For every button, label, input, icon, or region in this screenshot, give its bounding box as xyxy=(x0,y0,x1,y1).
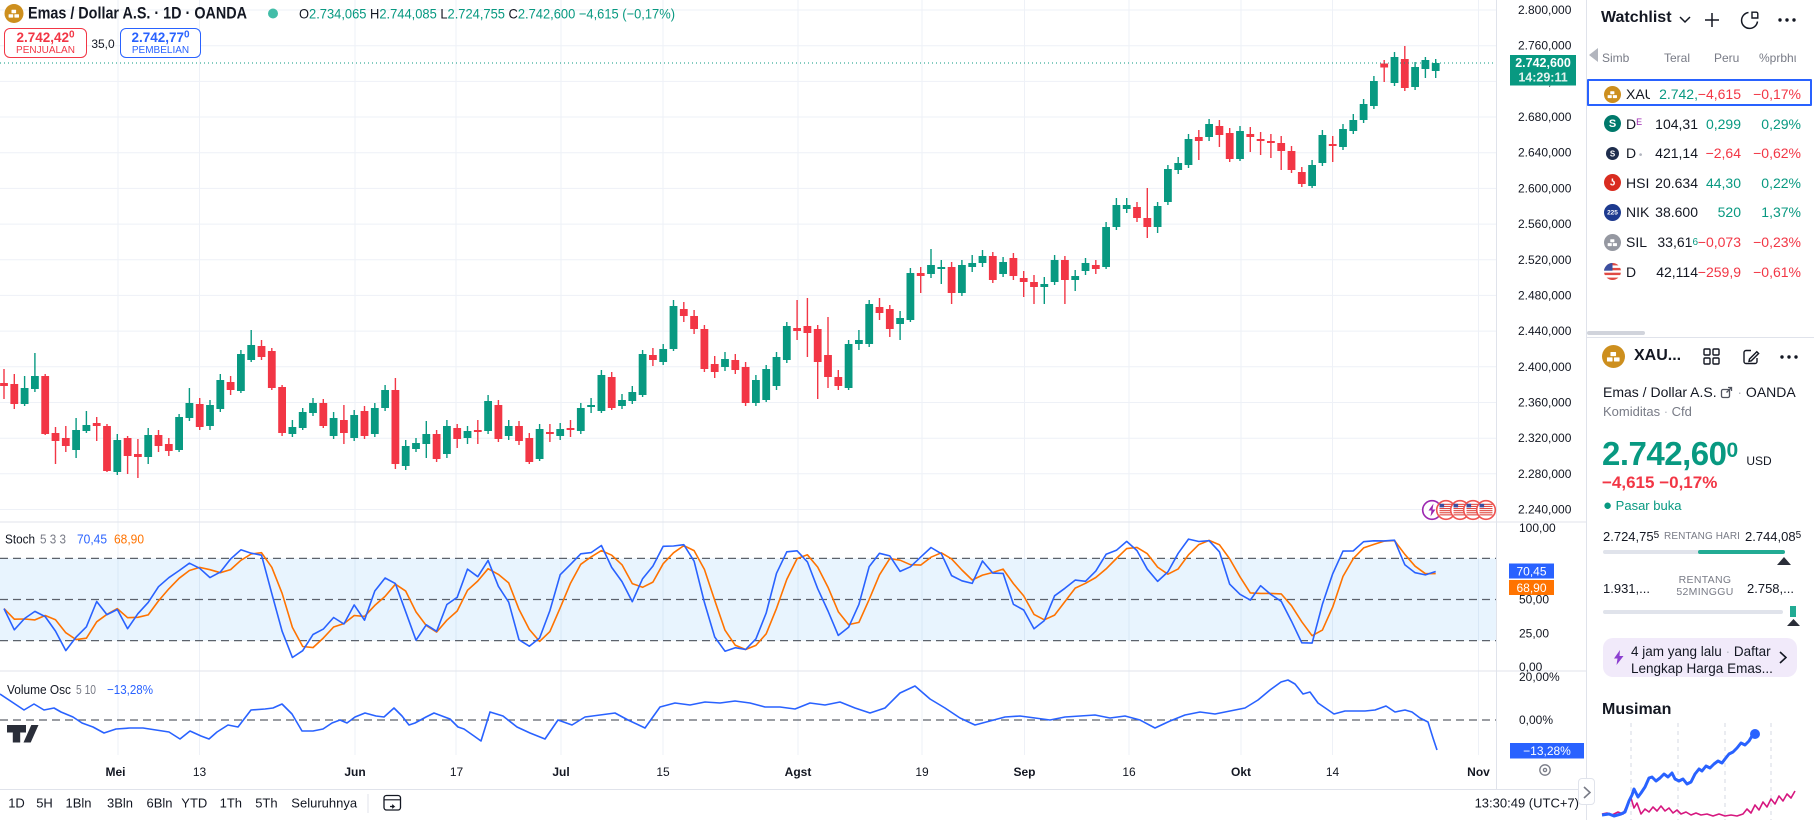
svg-text:13:30:49 (UTC+7): 13:30:49 (UTC+7) xyxy=(1475,796,1579,811)
svg-text:2.742,770: 2.742,770 xyxy=(131,29,190,45)
svg-text:70,45: 70,45 xyxy=(1516,564,1546,578)
svg-text:15: 15 xyxy=(656,765,670,779)
svg-text:PENJUALAN: PENJUALAN xyxy=(16,45,75,56)
svg-text:O2.734,065 H2.744,085 L2.724,7: O2.734,065 H2.744,085 L2.724,755 C2.742,… xyxy=(299,6,675,22)
svg-text:Agst: Agst xyxy=(785,765,812,779)
svg-text:2.360,000: 2.360,000 xyxy=(1518,395,1572,409)
svg-text:1Th: 1Th xyxy=(220,796,242,811)
svg-text:−13,28%: −13,28% xyxy=(107,682,153,697)
svg-text:2.280,000: 2.280,000 xyxy=(1518,467,1572,481)
svg-text:5H: 5H xyxy=(36,796,53,811)
svg-text:Seluruhnya: Seluruhnya xyxy=(291,796,358,811)
svg-text:2.800,000: 2.800,000 xyxy=(1518,3,1572,17)
svg-text:70,45: 70,45 xyxy=(77,532,107,547)
svg-text:S: S xyxy=(1609,149,1615,158)
svg-text:5 10: 5 10 xyxy=(76,682,96,697)
svg-text:17: 17 xyxy=(450,765,464,779)
svg-text:25,00: 25,00 xyxy=(1519,627,1549,641)
svg-text:2.320,000: 2.320,000 xyxy=(1518,431,1572,445)
svg-text:20,00%: 20,00% xyxy=(1519,670,1560,684)
svg-text:16: 16 xyxy=(1122,765,1136,779)
svg-text:19: 19 xyxy=(915,765,929,779)
svg-text:YTD: YTD xyxy=(181,796,207,811)
svg-text:68,90: 68,90 xyxy=(1516,581,1546,595)
svg-text:Jul: Jul xyxy=(552,765,569,779)
svg-text:2.640,000: 2.640,000 xyxy=(1518,146,1572,160)
svg-text:2.440,000: 2.440,000 xyxy=(1518,324,1572,338)
svg-text:2.480,000: 2.480,000 xyxy=(1518,288,1572,302)
svg-text:13: 13 xyxy=(193,765,207,779)
svg-text:Stoch: Stoch xyxy=(5,532,35,547)
svg-text:2.680,000: 2.680,000 xyxy=(1518,110,1572,124)
svg-text:14:29:11: 14:29:11 xyxy=(1518,71,1567,85)
svg-text:Jun: Jun xyxy=(344,765,365,779)
svg-text:5Th: 5Th xyxy=(255,796,277,811)
svg-text:35,0: 35,0 xyxy=(91,37,115,51)
svg-text:PEMBELIAN: PEMBELIAN xyxy=(132,45,189,56)
svg-text:Emas / Dollar A.S. · 1D · OAND: Emas / Dollar A.S. · 1D · OANDA xyxy=(28,5,247,23)
svg-text:3Bln: 3Bln xyxy=(107,796,133,811)
svg-text:−13,28%: −13,28% xyxy=(1523,744,1571,758)
svg-text:50,00: 50,00 xyxy=(1519,593,1549,607)
svg-text:225: 225 xyxy=(1607,209,1618,216)
svg-text:Mei: Mei xyxy=(105,765,125,779)
svg-text:2.760,000: 2.760,000 xyxy=(1518,39,1572,53)
svg-text:Okt: Okt xyxy=(1231,765,1251,779)
svg-text:ʖ: ʖ xyxy=(1609,178,1615,189)
svg-text:2.742,420: 2.742,420 xyxy=(16,29,75,45)
svg-text:Volume Osc: Volume Osc xyxy=(7,682,71,697)
svg-text:2.400,000: 2.400,000 xyxy=(1518,360,1572,374)
svg-text:5 3 3: 5 3 3 xyxy=(40,532,66,547)
svg-text:2.600,000: 2.600,000 xyxy=(1518,181,1572,195)
svg-text:1Bln: 1Bln xyxy=(65,796,91,811)
svg-text:6Bln: 6Bln xyxy=(146,796,172,811)
svg-text:Sep: Sep xyxy=(1013,765,1035,779)
svg-text:2.240,000: 2.240,000 xyxy=(1518,503,1572,517)
svg-text:2.560,000: 2.560,000 xyxy=(1518,217,1572,231)
svg-text:100,00: 100,00 xyxy=(1519,521,1556,535)
svg-text:0,00: 0,00 xyxy=(1519,660,1543,674)
svg-text:0,00%: 0,00% xyxy=(1519,713,1553,727)
svg-text:2.742,600: 2.742,600 xyxy=(1515,56,1571,70)
svg-text:1D: 1D xyxy=(8,796,25,811)
svg-text:68,90: 68,90 xyxy=(114,532,144,547)
svg-text:14: 14 xyxy=(1326,765,1340,779)
svg-text:Nov: Nov xyxy=(1467,765,1490,779)
svg-text:S: S xyxy=(1608,118,1615,130)
svg-text:2.520,000: 2.520,000 xyxy=(1518,253,1572,267)
